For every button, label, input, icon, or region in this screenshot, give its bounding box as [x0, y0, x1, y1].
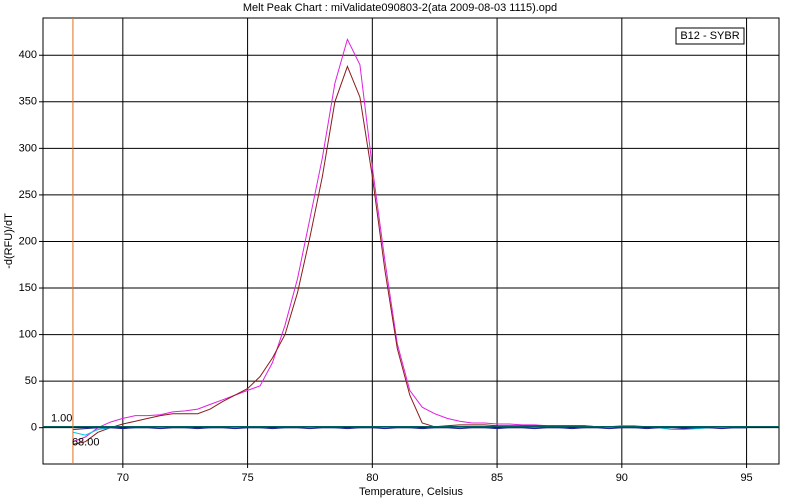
y-tick-label: 150 — [19, 282, 37, 294]
legend-box — [675, 27, 745, 45]
y-tick-label: 50 — [25, 375, 37, 387]
y-tick-label: 100 — [19, 328, 37, 340]
series-line — [72, 38, 747, 443]
y-tick-label: 350 — [19, 96, 37, 108]
y-tick-label: 0 — [31, 422, 37, 434]
chart-title: Melt Peak Chart : miValidate090803-2(ata… — [243, 2, 557, 14]
plot-area: 0 50 100 150 200 250 300 350 400 70 75 80 85 90 95 1.00… — [19, 17, 780, 484]
y-tick-label: 200 — [19, 235, 37, 247]
y-tick-label: 300 — [19, 142, 37, 154]
y-tick-label: 250 — [19, 189, 37, 201]
y-tick-label: 400 — [19, 49, 37, 61]
x-tick-label: 90 — [616, 472, 628, 484]
x-tick-label: 80 — [366, 472, 378, 484]
legend-title: B12 - SYBR — [680, 30, 739, 42]
threshold-label: 1.00 — [51, 413, 72, 425]
y-axis-label: -d(RFU)/dT — [3, 213, 15, 269]
marker-label: 68.00 — [72, 437, 100, 449]
x-tick-label: 70 — [117, 472, 129, 484]
x-tick-label: 75 — [241, 472, 253, 484]
x-tick-label: 85 — [491, 472, 503, 484]
x-tick-label: 95 — [740, 472, 752, 484]
x-axis-label: Temperature, Celsius — [359, 486, 463, 498]
series-line — [72, 427, 747, 430]
